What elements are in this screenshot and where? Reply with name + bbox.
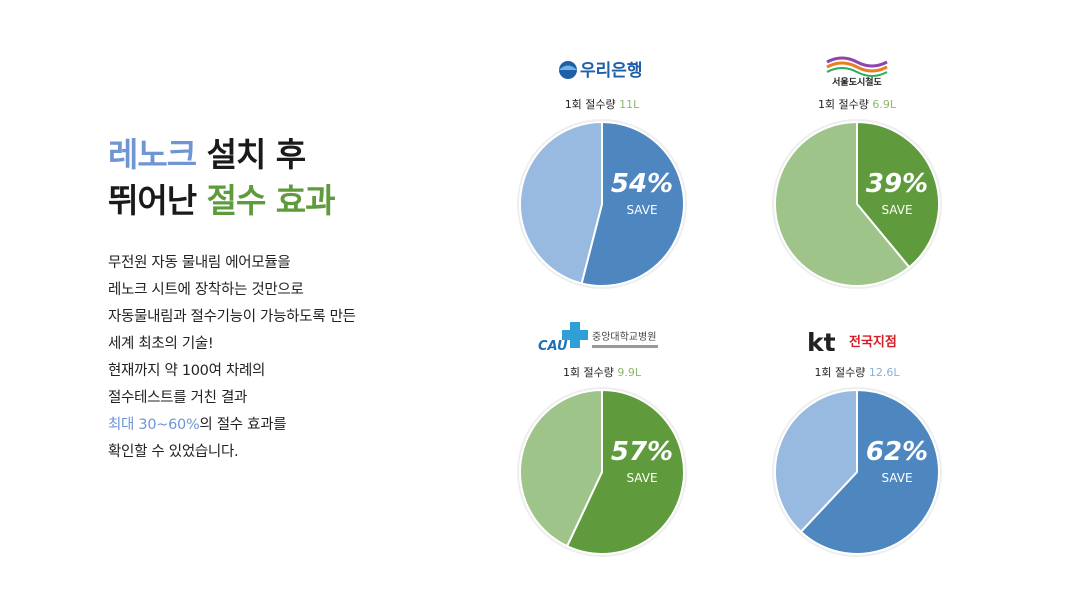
pie-slice-remaining — [774, 120, 911, 287]
panel-woori: 우리은행 1회 절수량 11L 54% SAVE — [502, 52, 702, 312]
pie-save-label: SAVE — [881, 471, 912, 485]
headline: 레노크 설치 후 뛰어난 절수 효과 — [108, 132, 336, 224]
pie-percent-label: 54% — [611, 169, 673, 199]
pie-chart-0: 54% SAVE — [517, 119, 687, 289]
woori-logo-text: 우리은행 — [580, 61, 643, 81]
pie-chart-2: 57% SAVE — [517, 387, 687, 557]
cau-logo-svg: CAU 중앙대학교병원 — [538, 322, 658, 354]
panel-caption: 1회 절수량 9.9L — [502, 364, 702, 380]
description-line: 자동물내림과 절수기능이 가능하도록 만든 — [108, 309, 356, 325]
caption-prefix: 1회 절수량 — [817, 98, 873, 111]
pie-chart-3: 62% SAVE — [772, 387, 942, 557]
headline-line-1: 레노크 설치 후 — [108, 132, 335, 178]
caption-amount: 11L — [619, 98, 640, 111]
metro-wave-icon — [826, 67, 888, 77]
pie-slice-remaining — [519, 388, 603, 548]
highlight-range: 최대 30~60% — [108, 417, 200, 433]
description-line: 무전원 자동 물내림 에어모듈을 — [108, 255, 291, 271]
description-line: 레노크 시트에 장착하는 것만으로 — [108, 282, 304, 298]
kt-logo: kt 전국지점 — [757, 320, 957, 360]
pie-slice-save — [580, 120, 685, 287]
pie-percent-label: 39% — [866, 169, 928, 199]
caption-prefix: 1회 절수량 — [564, 98, 620, 111]
caption-amount: 6.9L — [872, 98, 897, 111]
description-line: 절수테스트를 거친 결과 — [108, 390, 248, 406]
highlight-rest: 의 절수 효과를 — [199, 417, 287, 433]
description-line: 확인할 수 있었습니다. — [108, 444, 239, 460]
caption-amount: 9.9L — [617, 366, 642, 379]
metro-wave-icon — [826, 56, 888, 68]
caption-amount: 12.6L — [868, 366, 900, 379]
panel-cau-hospital: CAU 중앙대학교병원 1회 절수량 9.9L 57% SAVE — [502, 320, 702, 580]
kt-logo-subtext: 전국지점 — [849, 334, 897, 350]
description: 무전원 자동 물내림 에어모듈을 레노크 시트에 장착하는 것만으로 자동물내림… — [108, 250, 356, 466]
seoul-metro-logo-svg: 5678 서울도시철도 — [826, 42, 888, 88]
seoul-metro-logo: 5678 서울도시철도 — [757, 42, 957, 92]
pie-percent-label: 57% — [611, 437, 673, 467]
cau-cross-icon — [562, 330, 588, 340]
cau-logo-subtext: 중앙대학교병원 — [592, 331, 656, 343]
headline-text-2: 뛰어난 — [108, 181, 207, 220]
description-line-highlight: 최대 30~60%의 절수 효과를 — [108, 412, 356, 439]
headline-line-2: 뛰어난 절수 효과 — [108, 178, 336, 224]
pie-slice-save — [856, 120, 940, 269]
pie-slice-remaining — [519, 120, 603, 285]
panel-caption: 1회 절수량 12.6L — [757, 364, 957, 380]
pie-chart-1: 39% SAVE — [772, 119, 942, 289]
caption-prefix: 1회 절수량 — [562, 366, 618, 379]
pie-slice-save — [565, 388, 685, 555]
headline-brand: 레노크 — [108, 135, 197, 174]
headline-text-1: 설치 후 — [196, 135, 307, 174]
pie-save-label: SAVE — [626, 203, 657, 217]
description-line: 세계 최초의 기술! — [108, 336, 214, 352]
description-line: 현재까지 약 100여 차례의 — [108, 363, 266, 379]
metro-wave-icon — [826, 61, 888, 73]
cau-logo-text: CAU — [538, 339, 568, 354]
metro-logo-text: 서울도시철도 — [832, 76, 882, 88]
panel-caption: 1회 절수량 11L — [502, 96, 702, 112]
cau-logo-subline — [592, 345, 658, 348]
pie-slice-remaining — [774, 388, 858, 534]
pie-percent-label: 62% — [866, 437, 928, 467]
panel-seoul-metro: 5678 서울도시철도 1회 절수량 6.9L 39% SAVE — [757, 42, 957, 312]
panel-kt: kt 전국지점 1회 절수량 12.6L 62% SAVE — [757, 320, 957, 580]
pie-slice-save — [799, 388, 940, 555]
kt-logo-text: kt — [807, 328, 836, 357]
cau-logo: CAU 중앙대학교병원 — [502, 320, 702, 360]
kt-logo-svg: kt 전국지점 — [807, 328, 897, 357]
metro-lines-number: 5678 — [843, 52, 871, 53]
headline-highlight: 절수 효과 — [206, 181, 336, 220]
woori-logo: 우리은행 — [502, 52, 702, 92]
pie-save-label: SAVE — [626, 471, 657, 485]
caption-prefix: 1회 절수량 — [814, 366, 869, 379]
pie-save-label: SAVE — [881, 203, 912, 217]
woori-logo-svg: 우리은행 — [559, 61, 643, 81]
panel-caption: 1회 절수량 6.9L — [757, 96, 957, 112]
woori-emblem-arc — [559, 65, 577, 70]
